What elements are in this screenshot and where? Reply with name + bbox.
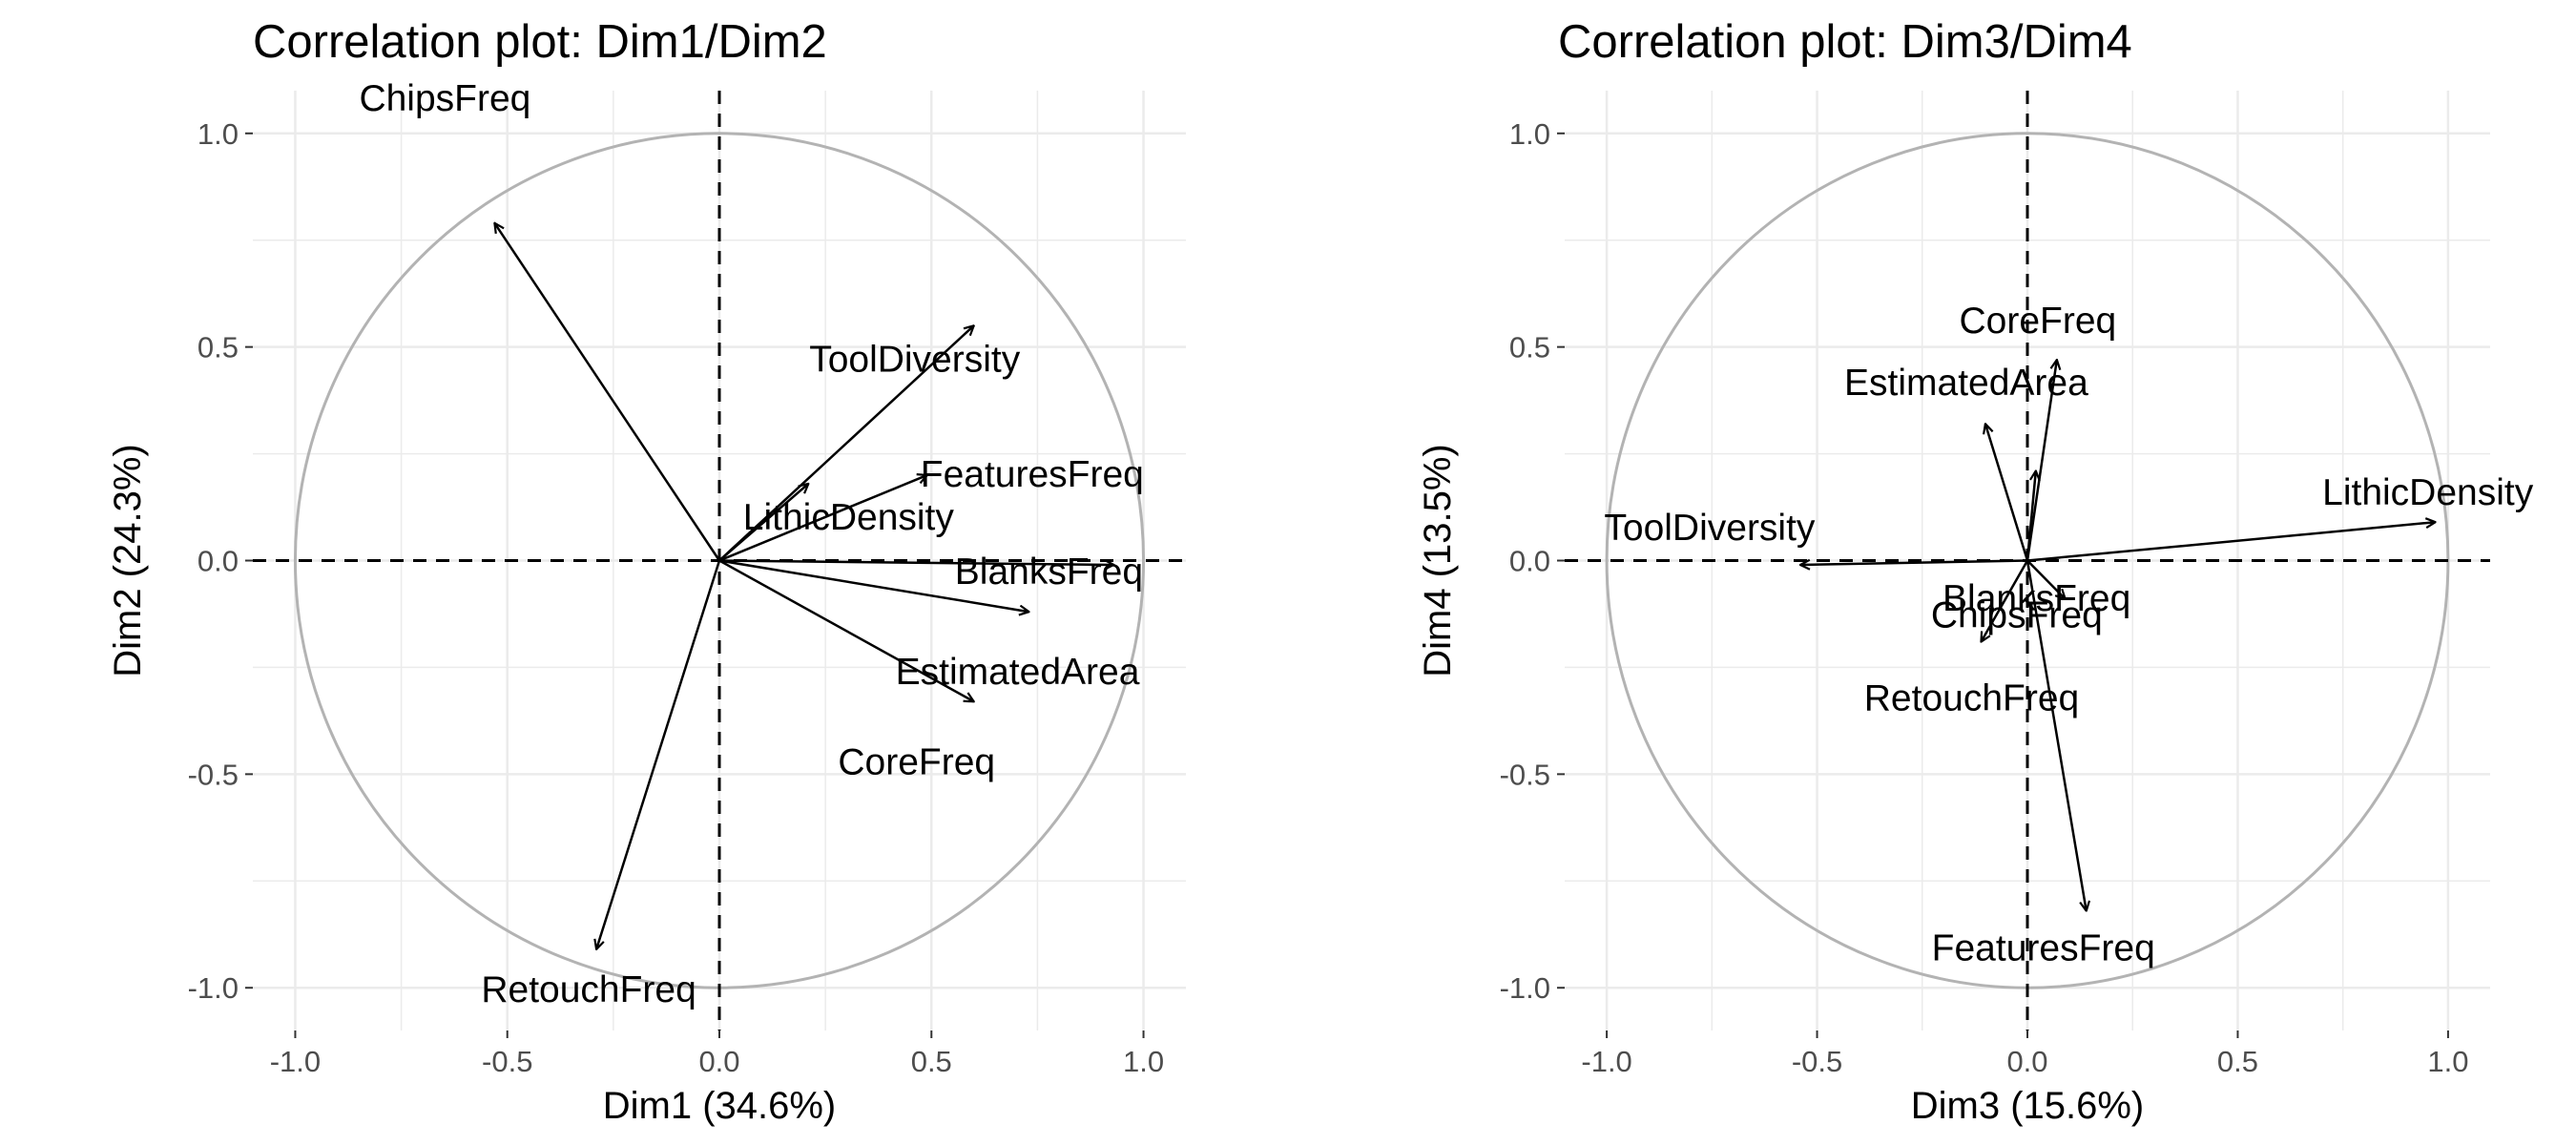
y-tick-label: 0.0 bbox=[197, 545, 239, 578]
x-tick-label: -0.5 bbox=[482, 1045, 532, 1078]
chart-title: Correlation plot: Dim3/Dim4 bbox=[1558, 16, 2132, 68]
label-retouchfreq: RetouchFreq bbox=[1864, 678, 2079, 719]
label-retouchfreq: RetouchFreq bbox=[481, 969, 696, 1010]
x-tick-label: 0.0 bbox=[698, 1045, 739, 1078]
label-chipsfreq: ChipsFreq bbox=[1931, 594, 2103, 635]
arrow-chipsfreq bbox=[494, 223, 721, 562]
arrow-corefreq bbox=[718, 559, 974, 702]
arrow-estimatedarea bbox=[718, 559, 1029, 613]
x-axis-title: Dim1 (34.6%) bbox=[603, 1085, 837, 1127]
y-axis-title: Dim4 (13.5%) bbox=[1417, 444, 1459, 677]
x-tick-label: -0.5 bbox=[1792, 1045, 1842, 1078]
x-tick-label: 0.0 bbox=[2006, 1045, 2047, 1078]
arrow-lithicdensity bbox=[2026, 522, 2436, 562]
y-tick-label: -1.0 bbox=[1500, 971, 1550, 1005]
y-tick-label: 1.0 bbox=[1509, 117, 1550, 151]
arrow-corefreq bbox=[2025, 360, 2057, 561]
x-tick-label: 0.5 bbox=[2217, 1045, 2258, 1078]
y-tick-label: -1.0 bbox=[188, 971, 239, 1005]
arrow-lithicdensity bbox=[718, 484, 808, 562]
arrow-featuresfreq bbox=[718, 475, 927, 562]
y-tick-label: 1.0 bbox=[197, 117, 239, 151]
arrow-blanksfreq bbox=[2026, 559, 2066, 599]
y-tick-label: -0.5 bbox=[1500, 758, 1550, 791]
x-tick-label: 1.0 bbox=[1123, 1045, 1164, 1078]
label-estimatedarea: EstimatedArea bbox=[896, 652, 1140, 693]
label-lithicdensity: LithicDensity bbox=[743, 497, 955, 538]
label-corefreq: CoreFreq bbox=[838, 741, 995, 782]
arrow-featuresfreq bbox=[2025, 560, 2087, 911]
chart-panel-1: -1.0 -0.5 0.0 0.5 1.0 1.0 0.5 0.0 -0.5 -1.0 Correl… bbox=[107, 16, 1186, 1127]
chart-title: Correlation plot: Dim1/Dim2 bbox=[253, 16, 827, 68]
label-blanksfreq: BlanksFreq bbox=[955, 552, 1143, 593]
y-tick-label: 0.5 bbox=[1509, 331, 1550, 364]
label-lithicdensity: LithicDensity bbox=[2322, 472, 2534, 513]
chart-panel-2: -1.0 -0.5 0.0 0.5 1.0 1.0 0.5 0.0 -0.5 -1.0 Correl… bbox=[1417, 16, 2534, 1127]
label-tooldiversity: ToolDiversity bbox=[809, 339, 1021, 380]
label-tooldiversity: ToolDiversity bbox=[1604, 508, 1816, 549]
y-tick-label: 0.0 bbox=[1509, 545, 1550, 578]
x-tick-label: -1.0 bbox=[270, 1045, 321, 1078]
arrow-retouchfreq bbox=[596, 560, 721, 949]
arrow-blanksfreq bbox=[718, 561, 1113, 565]
arrow-tooldiversity bbox=[718, 325, 974, 562]
arrow-chipsfreq bbox=[2025, 470, 2036, 561]
label-chipsfreq: ChipsFreq bbox=[359, 78, 530, 119]
label-corefreq: CoreFreq bbox=[1959, 301, 2116, 342]
arrow-estimatedarea bbox=[1985, 424, 2029, 561]
x-tick-label: -1.0 bbox=[1581, 1045, 1631, 1078]
y-tick-label: -0.5 bbox=[188, 758, 239, 791]
label-featuresfreq: FeaturesFreq bbox=[1932, 928, 2155, 969]
x-tick-label: 0.5 bbox=[911, 1045, 952, 1078]
arrow-retouchfreq bbox=[1982, 559, 2029, 642]
label-estimatedarea: EstimatedArea bbox=[1844, 363, 2088, 404]
arrow-tooldiversity bbox=[1800, 561, 2028, 565]
x-tick-label: 1.0 bbox=[2427, 1045, 2468, 1078]
y-axis-title: Dim2 (24.3%) bbox=[107, 444, 149, 677]
x-axis-title: Dim3 (15.6%) bbox=[1911, 1085, 2145, 1127]
label-featuresfreq: FeaturesFreq bbox=[921, 454, 1144, 495]
y-tick-label: 0.5 bbox=[197, 331, 239, 364]
